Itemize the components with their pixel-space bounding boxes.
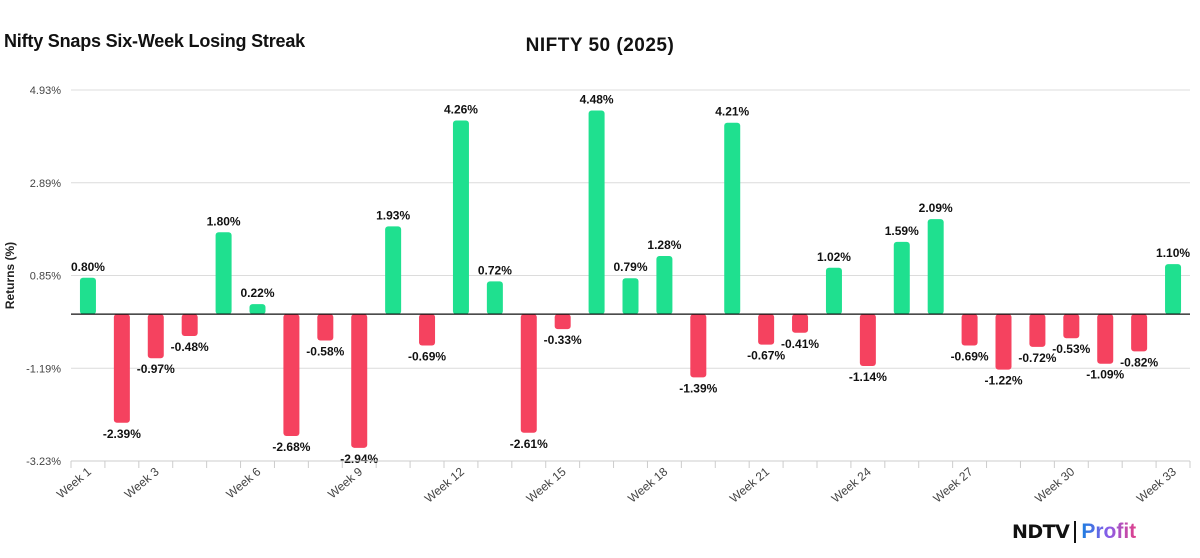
x-tick-label: Week 18 (625, 464, 670, 505)
bar-week-8 (317, 314, 334, 341)
chart-title: NIFTY 50 (2025) (525, 35, 675, 56)
bar-week-11 (419, 314, 436, 346)
bar-week-12 (452, 120, 469, 315)
data-label: 0.79% (613, 260, 647, 274)
y-tick-label: -3.23% (26, 456, 61, 468)
data-label: 1.93% (376, 208, 410, 222)
bar-week-6 (249, 304, 266, 315)
data-label: -0.72% (1018, 351, 1056, 365)
data-label: 4.48% (580, 92, 614, 106)
y-tick-label: 0.85% (30, 271, 61, 283)
bar-week-1 (79, 277, 96, 315)
data-label: -0.48% (171, 340, 209, 354)
x-tick-label: Week 21 (727, 464, 772, 505)
logo-sub: Profit (1081, 520, 1137, 543)
bar-week-25 (893, 241, 910, 315)
bar-week-18 (656, 255, 673, 315)
bar-week-17 (622, 278, 639, 315)
bar-week-26 (927, 219, 944, 315)
x-tick-label: Week 33 (1134, 464, 1179, 505)
bar-week-5 (215, 232, 232, 315)
bar-week-3 (147, 314, 164, 359)
data-label: -0.58% (306, 345, 344, 359)
bar-week-13 (486, 281, 503, 315)
bar-week-23 (825, 267, 842, 315)
data-label: -0.69% (408, 350, 446, 364)
data-label: -0.41% (781, 337, 819, 351)
bar-week-15 (554, 314, 571, 330)
data-label: -2.61% (510, 437, 548, 451)
x-tick-label: Week 9 (325, 464, 365, 501)
data-label: 0.80% (71, 260, 105, 274)
data-label: 1.10% (1156, 246, 1190, 260)
bar-week-29 (1029, 314, 1046, 347)
headline: Nifty Snaps Six-Week Losing Streak (4, 31, 305, 51)
data-label: -1.39% (679, 381, 717, 395)
data-label: -0.82% (1120, 355, 1158, 369)
data-label: -0.97% (137, 362, 175, 376)
data-label: -0.67% (747, 349, 785, 363)
x-tick-label: Week 24 (829, 464, 874, 505)
x-tick-label: Week 1 (54, 464, 94, 501)
data-label: 1.59% (885, 224, 919, 238)
y-tick-label: 4.93% (30, 85, 61, 97)
data-label: 2.09% (919, 201, 953, 215)
bar-week-21 (758, 314, 775, 345)
bar-week-22 (792, 314, 809, 333)
data-label: -1.09% (1086, 368, 1124, 382)
bar-week-19 (690, 314, 707, 378)
data-label: -0.69% (951, 350, 989, 364)
logo-brand: NDTV (1012, 521, 1070, 543)
data-label: 1.02% (817, 250, 851, 264)
bar-week-24 (859, 314, 876, 366)
data-label: 0.22% (240, 286, 274, 300)
x-tick-label: Week 6 (223, 464, 263, 501)
bar-week-9 (351, 314, 368, 448)
bar-week-2 (113, 314, 130, 423)
x-tick-label: Week 3 (122, 464, 162, 501)
bar-week-30 (1063, 314, 1080, 339)
data-label: 0.72% (478, 263, 512, 277)
x-tick-label: Week 27 (930, 464, 975, 505)
bar-week-7 (283, 314, 300, 436)
x-tick-label: Week 30 (1032, 464, 1077, 505)
bar-week-4 (181, 314, 198, 336)
data-label: -0.33% (544, 333, 582, 347)
data-label: -2.39% (103, 427, 141, 441)
x-tick-label: Week 15 (523, 464, 568, 505)
bar-week-16 (588, 110, 605, 315)
y-tick-label: -1.19% (26, 363, 61, 375)
y-axis-label: Returns (%) (3, 242, 17, 309)
data-label: 1.80% (207, 214, 241, 228)
data-label: 4.26% (444, 102, 478, 116)
bar-week-31 (1097, 314, 1114, 364)
x-tick-label: Week 12 (422, 464, 467, 505)
bar-week-28 (995, 314, 1012, 370)
logo-separator (1074, 521, 1077, 543)
bar-week-20 (724, 122, 741, 315)
bar-week-14 (520, 314, 537, 433)
bar-week-33 (1165, 264, 1182, 315)
ndtv-profit-logo: NDTV Profit (1012, 520, 1136, 544)
y-tick-label: 2.89% (30, 178, 61, 190)
data-label: -2.94% (340, 452, 378, 466)
bar-week-10 (385, 226, 402, 315)
data-label: -1.22% (984, 374, 1022, 388)
data-label: 4.21% (715, 105, 749, 119)
bar-week-32 (1131, 314, 1148, 352)
data-label: 1.28% (647, 238, 681, 252)
bar-week-27 (961, 314, 978, 346)
data-label: -2.68% (272, 440, 310, 454)
data-label: -0.53% (1052, 342, 1090, 356)
data-label: -1.14% (849, 370, 887, 384)
